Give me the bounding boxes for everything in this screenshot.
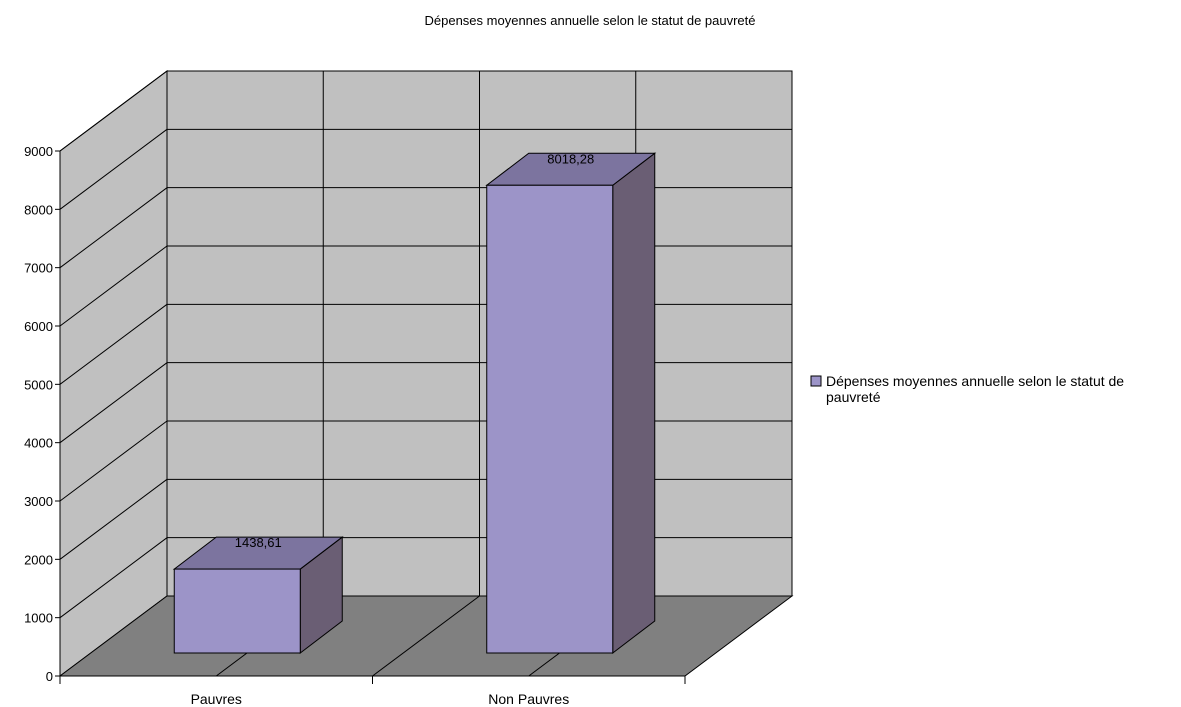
gridline-side-2000 (59, 478, 168, 560)
data-label-0: 1438,61 (235, 535, 282, 550)
y-axis: 0 1000 2000 3000 4000 5000 6000 7000 8000 9000 (24, 144, 61, 684)
bar-1 (485, 152, 657, 655)
gridline-side-9000 (59, 70, 168, 152)
y-tick-label-4000: 4000 (24, 436, 53, 451)
y-tick-label-0: 0 (46, 669, 53, 684)
y-tick-label-9000: 9000 (24, 144, 53, 159)
bars (172, 152, 657, 655)
gridline-side-4000 (59, 362, 168, 444)
bar-0 (172, 536, 344, 655)
chart-title: Dépenses moyennes annuelle selon le stat… (425, 13, 756, 28)
legend: Dépenses moyennes annuelle selon le stat… (810, 373, 1124, 405)
data-labels: 1438,61 8018,28 (235, 151, 595, 550)
legend-label-line-1: Dépenses moyennes annuelle selon le stat… (826, 373, 1124, 389)
y-tick-label-2000: 2000 (24, 552, 53, 567)
x-tick-label-1: Non Pauvres (488, 691, 569, 707)
gridline-side-7000 (59, 187, 168, 269)
floor-line (372, 595, 480, 677)
x-axis: Pauvres Non Pauvres (59, 675, 686, 707)
legend-label-line-2: pauvreté (826, 389, 881, 405)
legend-swatch (810, 375, 822, 387)
gridlines (59, 70, 792, 677)
gridline-side-1000 (59, 537, 168, 619)
y-tick-label-1000: 1000 (24, 611, 53, 626)
gridline-side-6000 (59, 245, 168, 327)
side-wall (59, 70, 168, 677)
x-tick-label-0: Pauvres (191, 691, 242, 707)
gridline-side-5000 (59, 303, 168, 385)
bar-side (612, 152, 656, 655)
gridline-side-3000 (59, 420, 168, 502)
y-tick-label-7000: 7000 (24, 261, 53, 276)
bar-front (173, 568, 301, 654)
bar-front (486, 184, 614, 654)
data-label-1: 8018,28 (547, 151, 594, 166)
y-tick-label-3000: 3000 (24, 494, 53, 509)
y-tick-label-5000: 5000 (24, 377, 53, 392)
y-tick-label-6000: 6000 (24, 319, 53, 334)
gridline-side-8000 (59, 128, 168, 210)
y-tick-label-8000: 8000 (24, 202, 53, 217)
